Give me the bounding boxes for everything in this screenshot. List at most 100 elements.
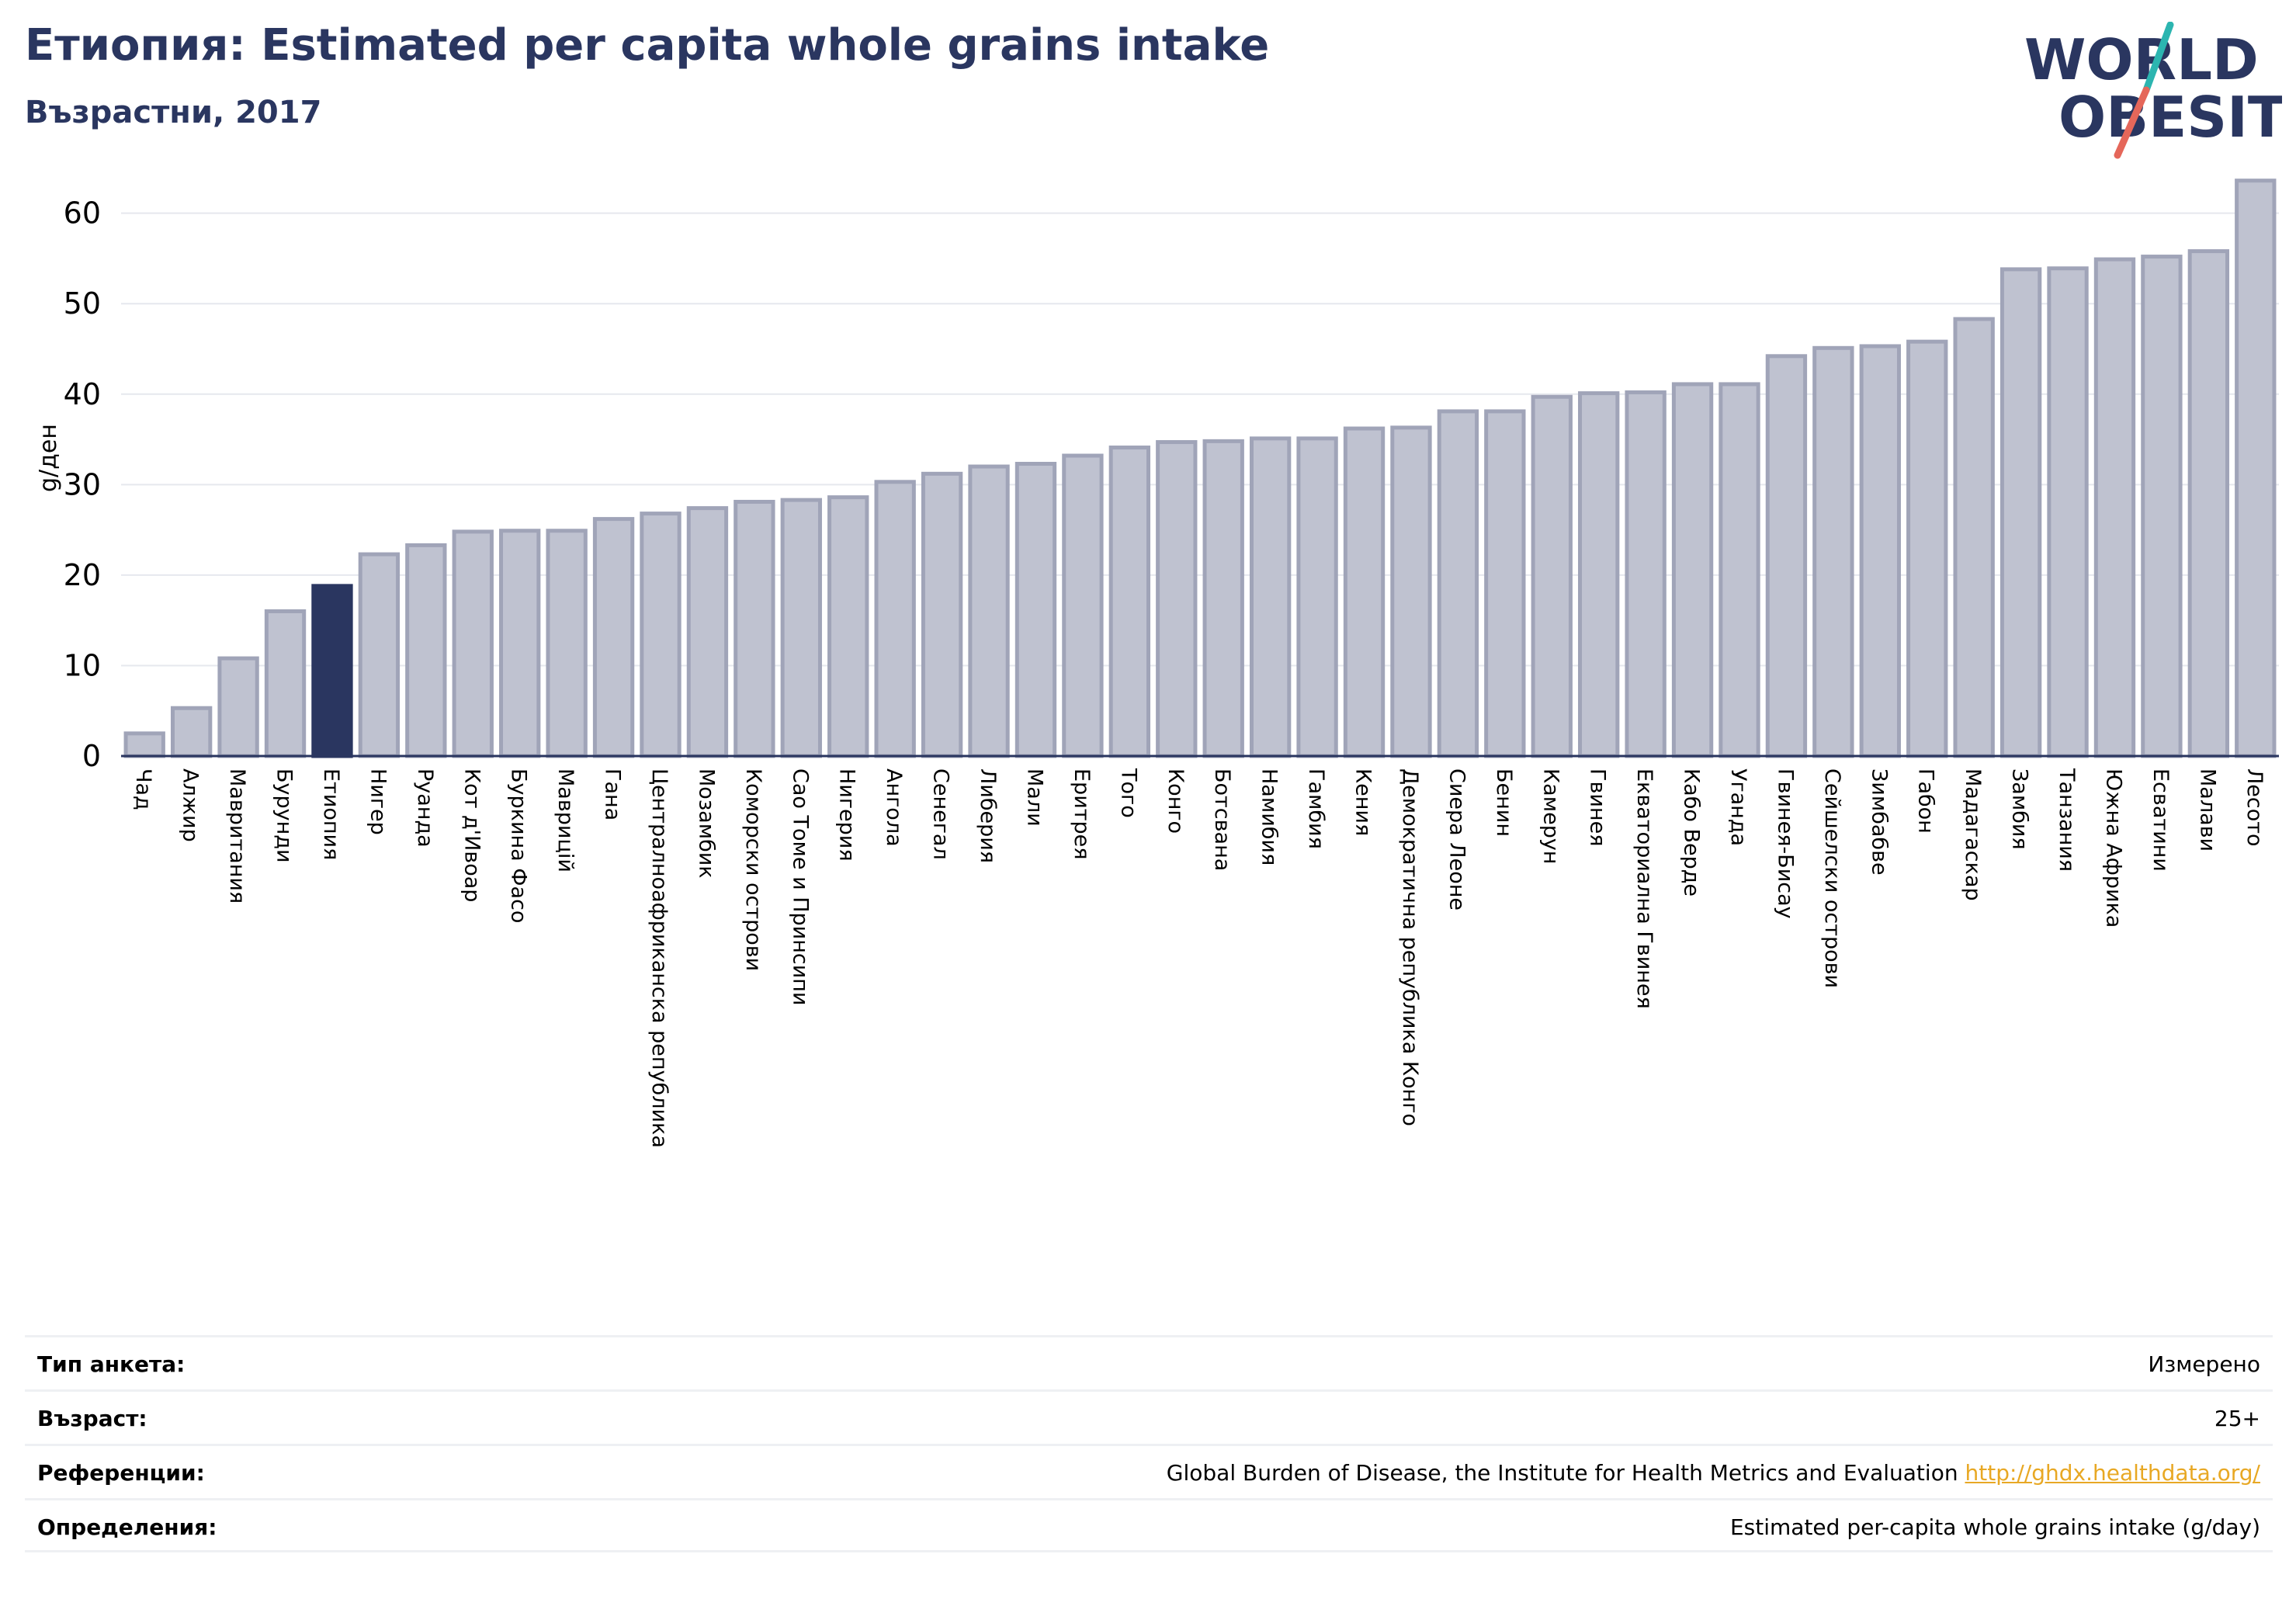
logo-slash-top (2142, 22, 2174, 94)
info-row-age: Възраст: 25+ (25, 1389, 2273, 1444)
page-title: Етиопия: Estimated per capita whole grai… (25, 20, 1270, 71)
bar (1108, 446, 1151, 758)
bar (1014, 462, 1057, 758)
bar (123, 731, 165, 758)
x-tick-label: Малави (2195, 768, 2219, 852)
y-tick-label: 10 (64, 648, 101, 682)
x-tick-label: Еритрея (1070, 768, 1094, 859)
x-tick-label: Гамбия (1304, 768, 1328, 849)
info-label: Определения: (37, 1514, 217, 1540)
x-tick-label: Екваториална Гвинея (1632, 768, 1656, 1009)
x-tick-label: Чад (131, 768, 155, 810)
bar-highlighted (311, 584, 353, 758)
bar (1296, 436, 1338, 758)
bar (780, 498, 822, 758)
bar (546, 529, 588, 758)
x-tick-label: Замбия (2008, 768, 2032, 850)
bar (1062, 453, 1104, 758)
bar (1249, 436, 1292, 758)
y-tick-label: 50 (64, 286, 101, 321)
reference-link[interactable]: http://ghdx.healthdata.org/ (1965, 1460, 2260, 1486)
x-tick-label: Либерия (976, 768, 1000, 863)
x-tick-label: Демократична република Конго (1398, 768, 1422, 1126)
x-tick-label: Габон (1914, 768, 1938, 834)
x-tick-label: Зимбабве (1867, 768, 1891, 876)
x-tick-label: Сенегал (929, 768, 953, 860)
x-tick-label: Мавритания (225, 768, 249, 904)
bar (1812, 345, 1854, 758)
bar (1765, 354, 1808, 758)
x-tick-label: Етиопия (319, 768, 343, 860)
bar (170, 706, 213, 758)
x-tick-label: Сао Томе и Принсипи (788, 768, 812, 1005)
x-tick-label: Кот д'Ивоар (460, 768, 484, 902)
bar (1999, 267, 2042, 758)
bar (1202, 439, 1244, 758)
x-tick-label: Маврицій (553, 768, 577, 872)
y-tick-label: 40 (64, 377, 101, 411)
bar (1953, 317, 1995, 758)
info-label: Референции: (37, 1460, 205, 1486)
x-tick-label: Южна Африка (2101, 768, 2125, 928)
bar (1484, 409, 1526, 758)
x-tick-label: Нигер (366, 768, 390, 835)
x-tick-label: Бурунди (272, 768, 297, 863)
x-tick-label: Коморски острови (741, 768, 765, 971)
info-label: Тип анкета: (37, 1351, 186, 1377)
world-obesity-logo: WORLD OBESITY (2024, 22, 2282, 159)
bar (1671, 382, 1714, 758)
bar (2093, 257, 2136, 758)
x-tick-label: Централноафриканска република (647, 768, 671, 1148)
bar (1578, 391, 1620, 758)
bar (921, 471, 963, 758)
bar (874, 480, 916, 758)
x-tick-label: Того (1116, 768, 1140, 818)
bar (1906, 339, 1948, 758)
info-row-references: Референции: Global Burden of Disease, th… (25, 1444, 2273, 1498)
logo-line1: WORLD (2024, 27, 2259, 92)
x-tick-label: Алжир (179, 768, 203, 842)
bar (592, 517, 635, 758)
bar (1859, 344, 1901, 758)
bar (1531, 394, 1573, 758)
logo-slash-bottom (2114, 86, 2150, 159)
x-tick-label: Камерун (1538, 768, 1562, 864)
x-tick-label: Ботсвана (1210, 768, 1234, 871)
bar (1390, 425, 1432, 758)
x-tick-label: Кабо Верде (1680, 768, 1704, 897)
x-tick-label: Кения (1351, 768, 1375, 836)
info-table: Тип анкета: Измерено Възраст: 25+ Рефере… (25, 1335, 2273, 1552)
info-label: Възраст: (37, 1406, 147, 1431)
bar (358, 552, 401, 758)
bar (452, 529, 494, 758)
info-value: Измерено (2148, 1351, 2260, 1377)
x-tick-label: Ангола (882, 768, 906, 847)
x-tick-label: Танзания (2055, 768, 2079, 872)
x-tick-label: Руанда (413, 768, 437, 848)
x-tick-label: Гана (601, 768, 625, 820)
bar (827, 495, 869, 758)
x-tick-label: Конго (1164, 768, 1188, 834)
x-tick-label: Сиера Леоне (1445, 768, 1469, 910)
x-tick-label: Уганда (1726, 768, 1750, 846)
bar (968, 464, 1010, 758)
x-tick-label: Гвинея (1586, 768, 1610, 846)
x-tick-label: Намибия (1257, 768, 1282, 865)
y-tick-label: 60 (64, 196, 101, 231)
y-tick-label: 30 (64, 467, 101, 501)
bar (499, 529, 541, 758)
bar (1343, 426, 1386, 758)
x-tick-label: Мозамбик (694, 768, 718, 879)
y-tick-label: 0 (82, 739, 101, 773)
x-tick-label: Сейшелски острови (1820, 768, 1844, 988)
y-axis-title: g/ден (35, 424, 62, 492)
x-tick-label: Бенин (1492, 768, 1516, 837)
logo-line2: OBESITY (2058, 85, 2282, 150)
info-value: Estimated per-capita whole grains intake… (1729, 1514, 2260, 1540)
bar (2047, 266, 2089, 758)
reference-text: Global Burden of Disease, the Institute … (1166, 1460, 1958, 1486)
bar (264, 609, 307, 758)
x-tick-label: Лесото (2242, 768, 2267, 847)
bar (2141, 255, 2183, 758)
x-tick-label: Нигерия (835, 768, 859, 862)
